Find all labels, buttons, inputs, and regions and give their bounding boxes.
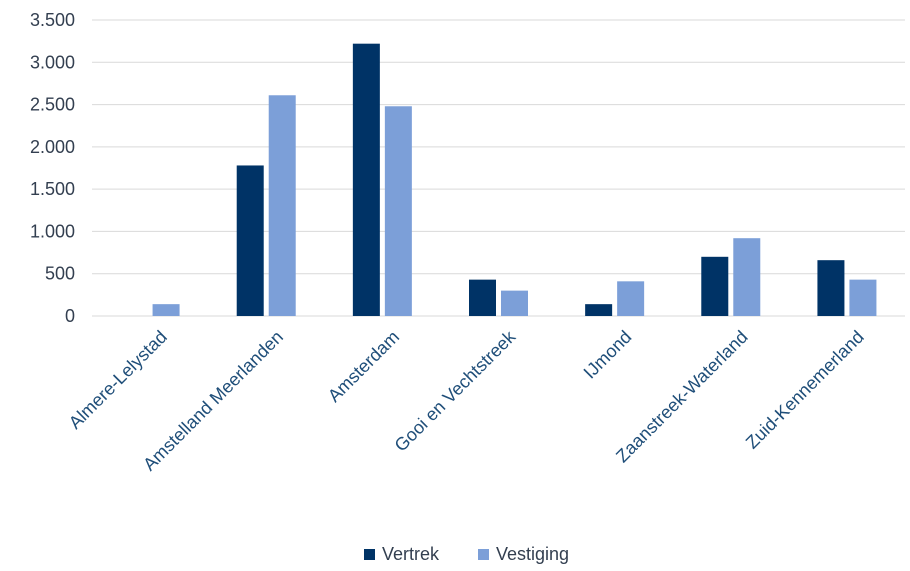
category-label: Amsterdam — [324, 327, 403, 406]
category-label: IJmond — [580, 327, 636, 383]
legend-swatch-vestiging — [478, 549, 489, 560]
bar-vestiging-6 — [849, 279, 877, 316]
bar-vestiging-2 — [384, 106, 412, 317]
category-label: Almere-Lelystad — [65, 327, 171, 433]
y-tick-label: 2.000 — [30, 137, 75, 157]
y-tick-label: 0 — [65, 306, 75, 326]
bar-vertrek-1 — [236, 165, 264, 316]
bar-vertrek-3 — [469, 279, 496, 316]
y-tick-label: 500 — [45, 264, 75, 284]
bars — [152, 43, 877, 317]
legend-label-vestiging: Vestiging — [496, 544, 569, 564]
category-label: Gooi en Vechtstreek — [391, 326, 520, 455]
legend-swatch-vertrek — [364, 549, 375, 560]
y-tick-label: 1.000 — [30, 221, 75, 241]
category-label: Zaanstreek-Waterland — [612, 327, 752, 467]
bar-vertrek-2 — [352, 43, 380, 317]
bar-vestiging-4 — [617, 281, 645, 316]
bar-vertrek-5 — [701, 256, 729, 316]
bar-vestiging-1 — [268, 95, 296, 316]
y-tick-label: 2.500 — [30, 95, 75, 115]
bar-vestiging-3 — [501, 290, 528, 316]
y-tick-label: 3.500 — [30, 10, 75, 30]
gridlines — [92, 19, 905, 317]
y-tick-label: 1.500 — [30, 179, 75, 199]
category-label: Zuid-Kennemerland — [742, 327, 868, 453]
bar-vertrek-4 — [585, 304, 613, 316]
legend-label-vertrek: Vertrek — [382, 544, 440, 564]
y-axis-tick-labels: 0 500 1.000 1.500 2.000 2.500 3.000 3.500 — [30, 10, 75, 326]
y-tick-label: 3.000 — [30, 52, 75, 72]
bar-vertrek-6 — [817, 260, 845, 316]
bar-vestiging-5 — [733, 238, 761, 316]
legend: Vertrek Vestiging — [364, 544, 569, 564]
bar-vestiging-0 — [152, 304, 180, 316]
